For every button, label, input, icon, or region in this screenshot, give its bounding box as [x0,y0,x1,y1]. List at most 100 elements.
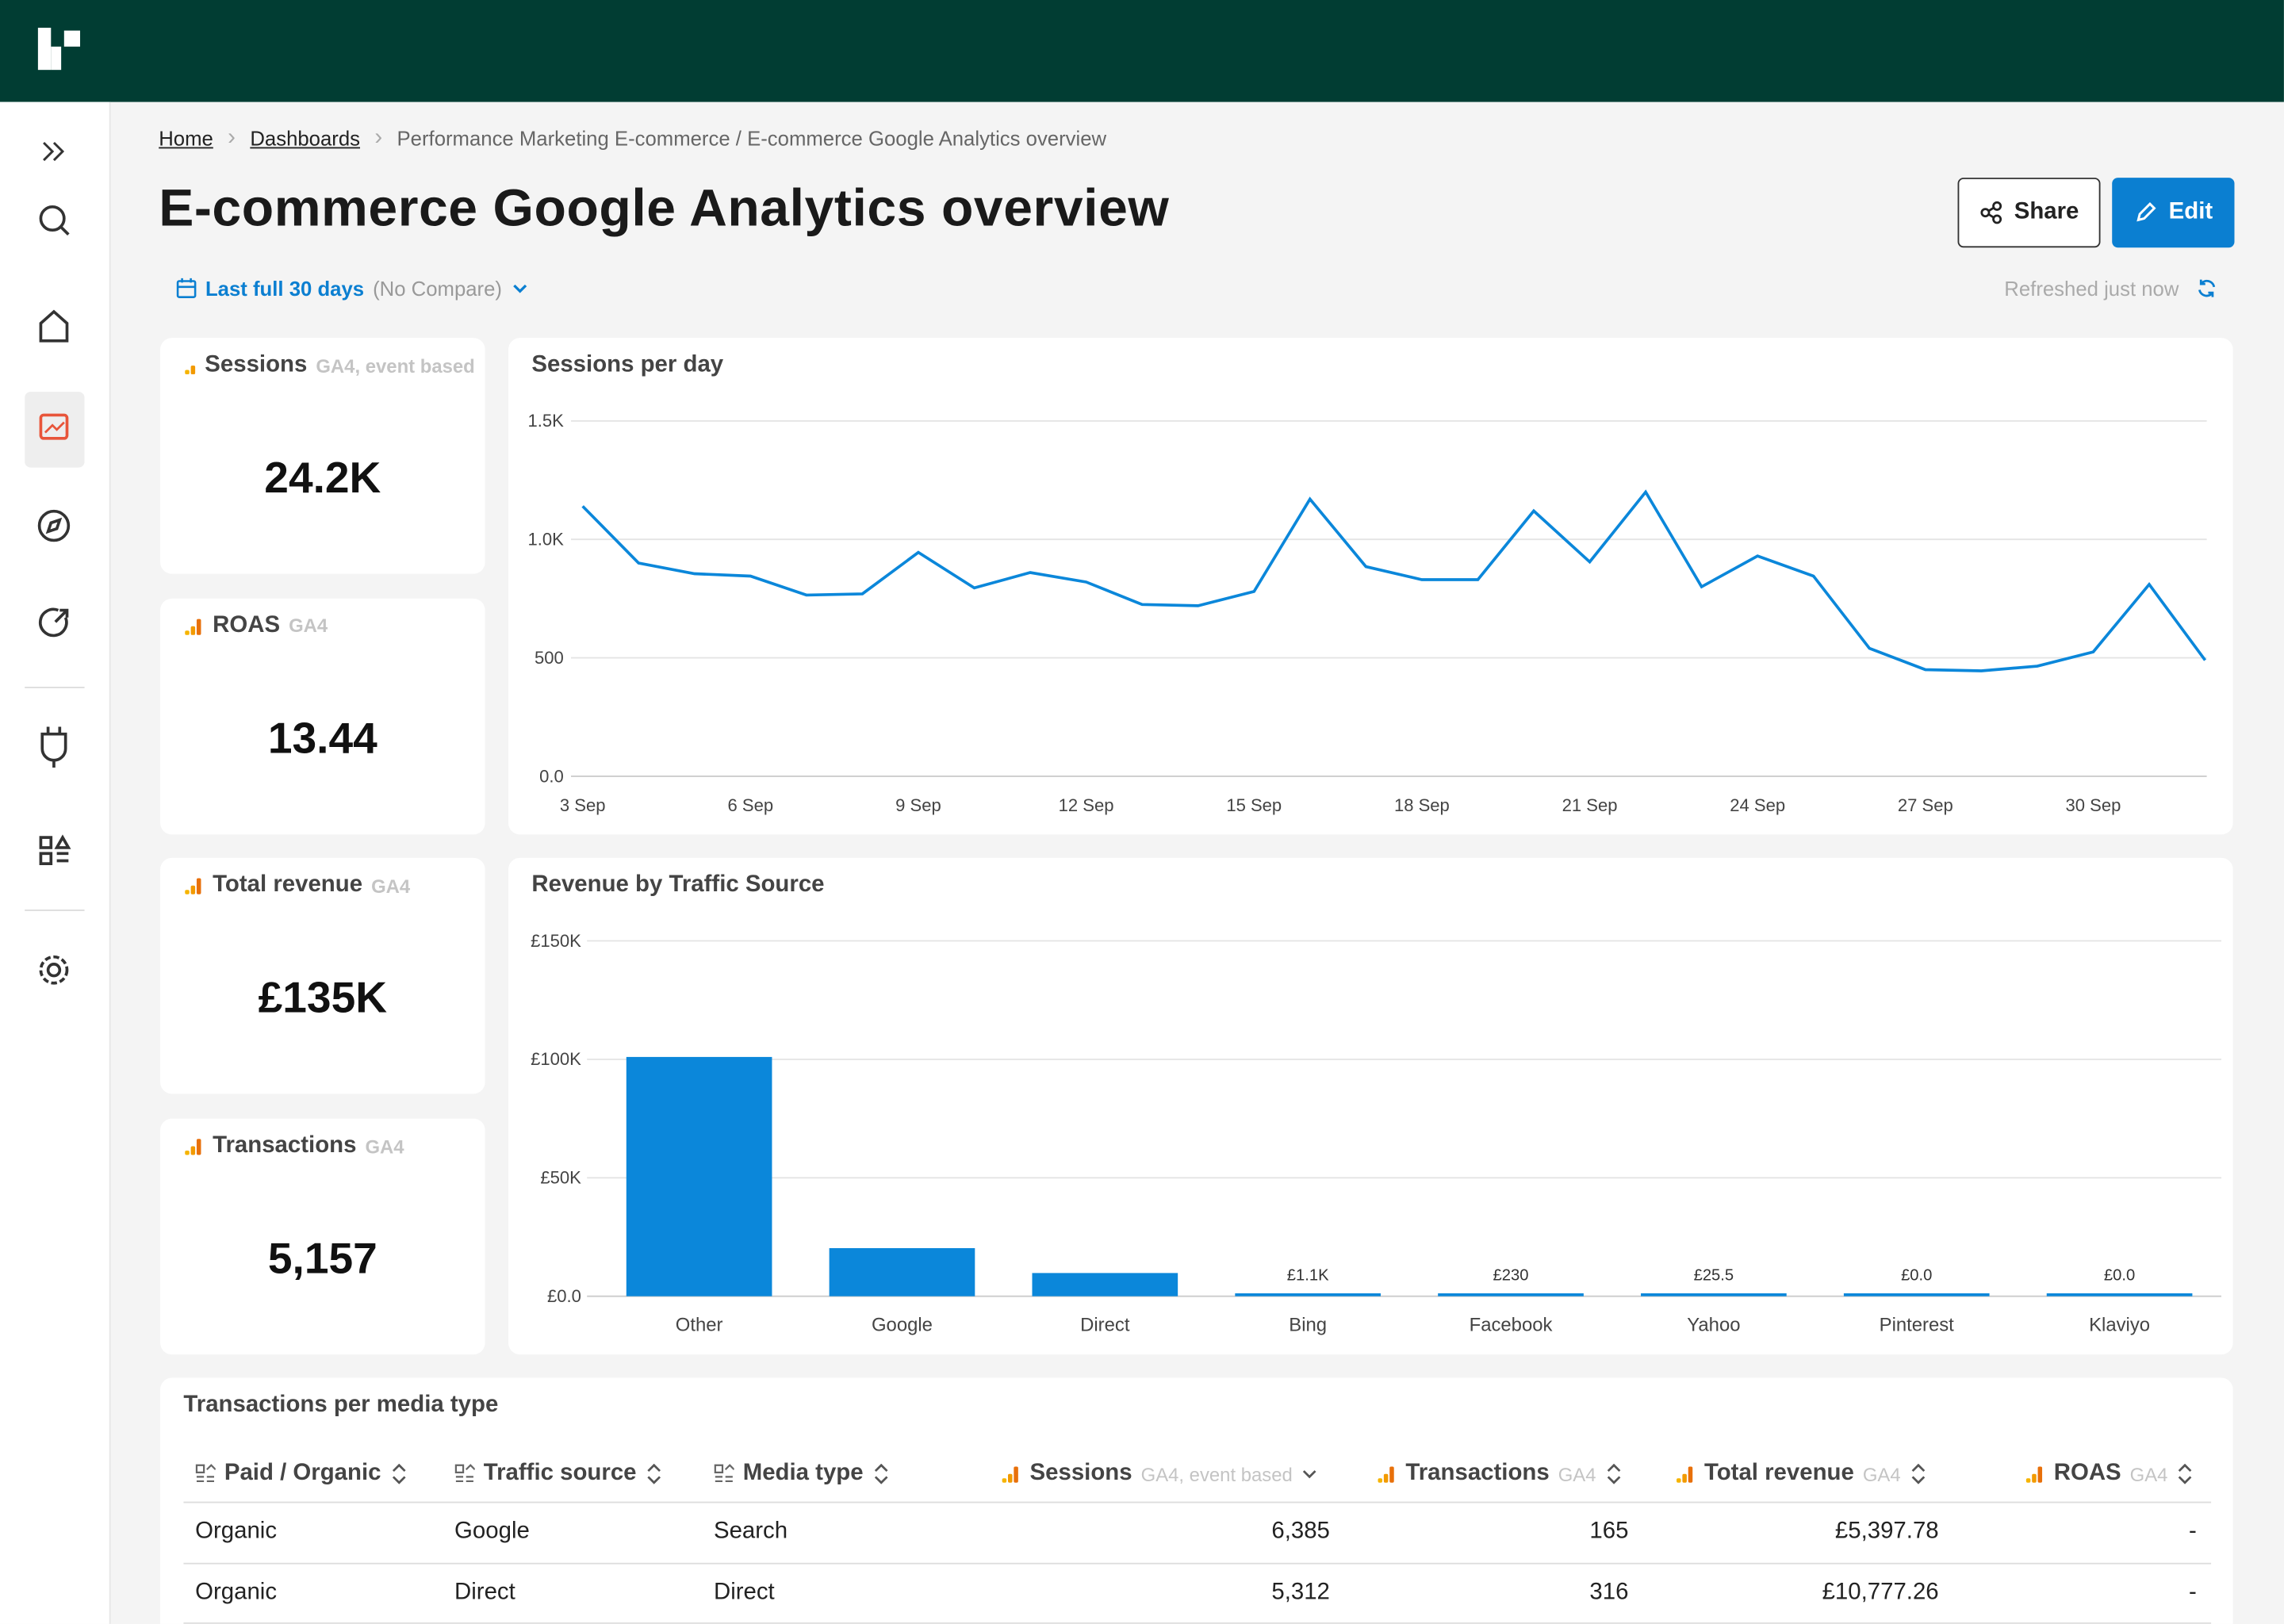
table-cell: Search [713,1519,788,1544]
column-name: Transactions [1405,1461,1550,1486]
breadcrumb-link[interactable]: Home [159,126,213,151]
table-cell: Organic [195,1579,278,1605]
sort-icon [2179,1463,2192,1484]
sort-icon [392,1463,405,1484]
home-icon[interactable] [39,309,69,343]
kpi-label: Sessions [205,352,308,377]
value-label: £1.1K [1287,1266,1329,1284]
x-tick-label: 18 Sep [1394,795,1450,815]
sort-arrow [1911,1463,1925,1484]
breadcrumb-current: Performance Marketing E-commerce / E-com… [397,126,1107,151]
x-tick-label: Direct [1080,1315,1130,1336]
kpi-card: Sessions GA4, event based 24.2K [160,338,485,574]
bar-chart: £0.0 £50K £100K £150K Other Google Direct Bing £… [531,931,2221,1336]
breadcrumb-link[interactable]: Dashboards [250,126,361,151]
column-name: Total revenue [1703,1461,1854,1486]
table-cell: 5,312 [1271,1579,1330,1605]
y-tick-label: 1.0K [527,530,564,550]
y-tick-label: £0.0 [547,1286,581,1306]
x-tick-label: 12 Sep [1059,795,1114,815]
page-title: E-commerce Google Analytics overview [159,178,1170,238]
x-tick-label: 3 Sep [560,795,606,815]
table-title: Transactions per media type [183,1392,499,1418]
refresh-status: Refreshed just now [2004,277,2217,300]
column-header[interactable]: Paid / Organic [195,1461,407,1487]
explore-icon[interactable] [37,509,71,542]
dimension-icon [195,1464,216,1483]
table-cell: - [2188,1579,2197,1605]
kpi-tag: GA4 [371,875,411,898]
bar [1641,1293,1787,1297]
column-header[interactable]: Total revenue GA4 [1675,1461,1926,1487]
icon-bar [1677,1478,1681,1483]
sort-icon [1607,1463,1620,1484]
dimension-icon [714,1464,734,1483]
column-header[interactable]: Sessions GA4, event based [1001,1461,1319,1487]
sidebar-icons [25,141,85,985]
kpi-label: Total revenue [213,872,363,898]
bar [626,1056,772,1297]
kpi-tag: GA4 [365,1135,404,1158]
x-tick-label: 9 Sep [895,795,941,815]
date-picker[interactable]: Last full 30 days (No Compare) [176,277,528,300]
metric-icon [185,619,201,635]
table-cell: Google [454,1519,530,1544]
icon-bar [1014,1466,1018,1483]
bar [2046,1293,2193,1297]
settings-icon[interactable] [46,963,62,978]
table-cell: Organic [195,1519,278,1544]
table-cell: Direct [454,1579,515,1605]
catalog-icon[interactable] [39,836,53,849]
y-tick-label: £100K [531,1049,581,1069]
column-header[interactable]: ROAS GA4 [2025,1461,2194,1487]
column-header[interactable]: Media type [714,1461,890,1487]
edit-button[interactable]: Edit [2112,178,2235,248]
x-tick-label: Yahoo [1687,1315,1740,1336]
icon-bar [1383,1473,1389,1483]
column-tag: GA4, event based [1140,1462,1293,1485]
line-series [581,489,2207,672]
x-tick-label: Pinterest [1880,1315,1955,1336]
column-tag: GA4 [1862,1462,1901,1485]
bar [1438,1293,1584,1297]
goals-icon[interactable] [38,607,69,638]
search-icon[interactable] [39,205,66,232]
x-tick-label: Bing [1289,1315,1327,1336]
table-cell: - [2188,1519,2197,1544]
dashboards-icon[interactable] [39,413,69,440]
sort-arrow [874,1463,887,1484]
column-header[interactable]: Traffic source [454,1461,663,1487]
icon-bar [2037,1466,2043,1483]
x-tick-label: Google [872,1315,933,1336]
y-tick-label: 1.5K [527,411,564,431]
column-name: ROAS [2053,1461,2121,1486]
chart-title: Sessions per day [531,352,724,377]
icon-bar [1378,1478,1383,1483]
refresh-icon[interactable] [2196,278,2217,299]
table-cell: 6,385 [1271,1519,1330,1544]
icon-bar [196,619,201,635]
button-label: Edit [2168,199,2213,224]
sort-arrow [392,1463,405,1484]
kpi-card: ROAS GA4 13.44 [160,598,485,834]
table-cell: 316 [1589,1579,1629,1605]
column-name: Media type [742,1461,864,1486]
share-button[interactable]: Share [1957,178,2101,248]
date-range: Last full 30 days [205,276,365,301]
sort-arrow [2179,1463,2192,1484]
integrations-icon[interactable] [40,726,67,768]
column-header[interactable]: Transactions GA4 [1377,1461,1623,1487]
table-cell: Direct [713,1579,775,1605]
column-name: Sessions [1029,1461,1132,1486]
sort-arrow [1607,1463,1620,1484]
value-label: £230 [1493,1266,1529,1284]
kpi-header: Total revenue GA4 [183,873,474,899]
kpi-header: Sessions GA4, event based [183,352,475,378]
metric-icon [185,366,196,375]
kpi-value: £135K [258,975,388,1024]
table-cell: £10,777.26 [1822,1579,1939,1605]
metric-icon [1002,1466,1018,1483]
kpi-value: 5,157 [267,1235,377,1284]
expand-icon[interactable] [43,141,65,162]
column-name: Traffic source [483,1461,637,1486]
